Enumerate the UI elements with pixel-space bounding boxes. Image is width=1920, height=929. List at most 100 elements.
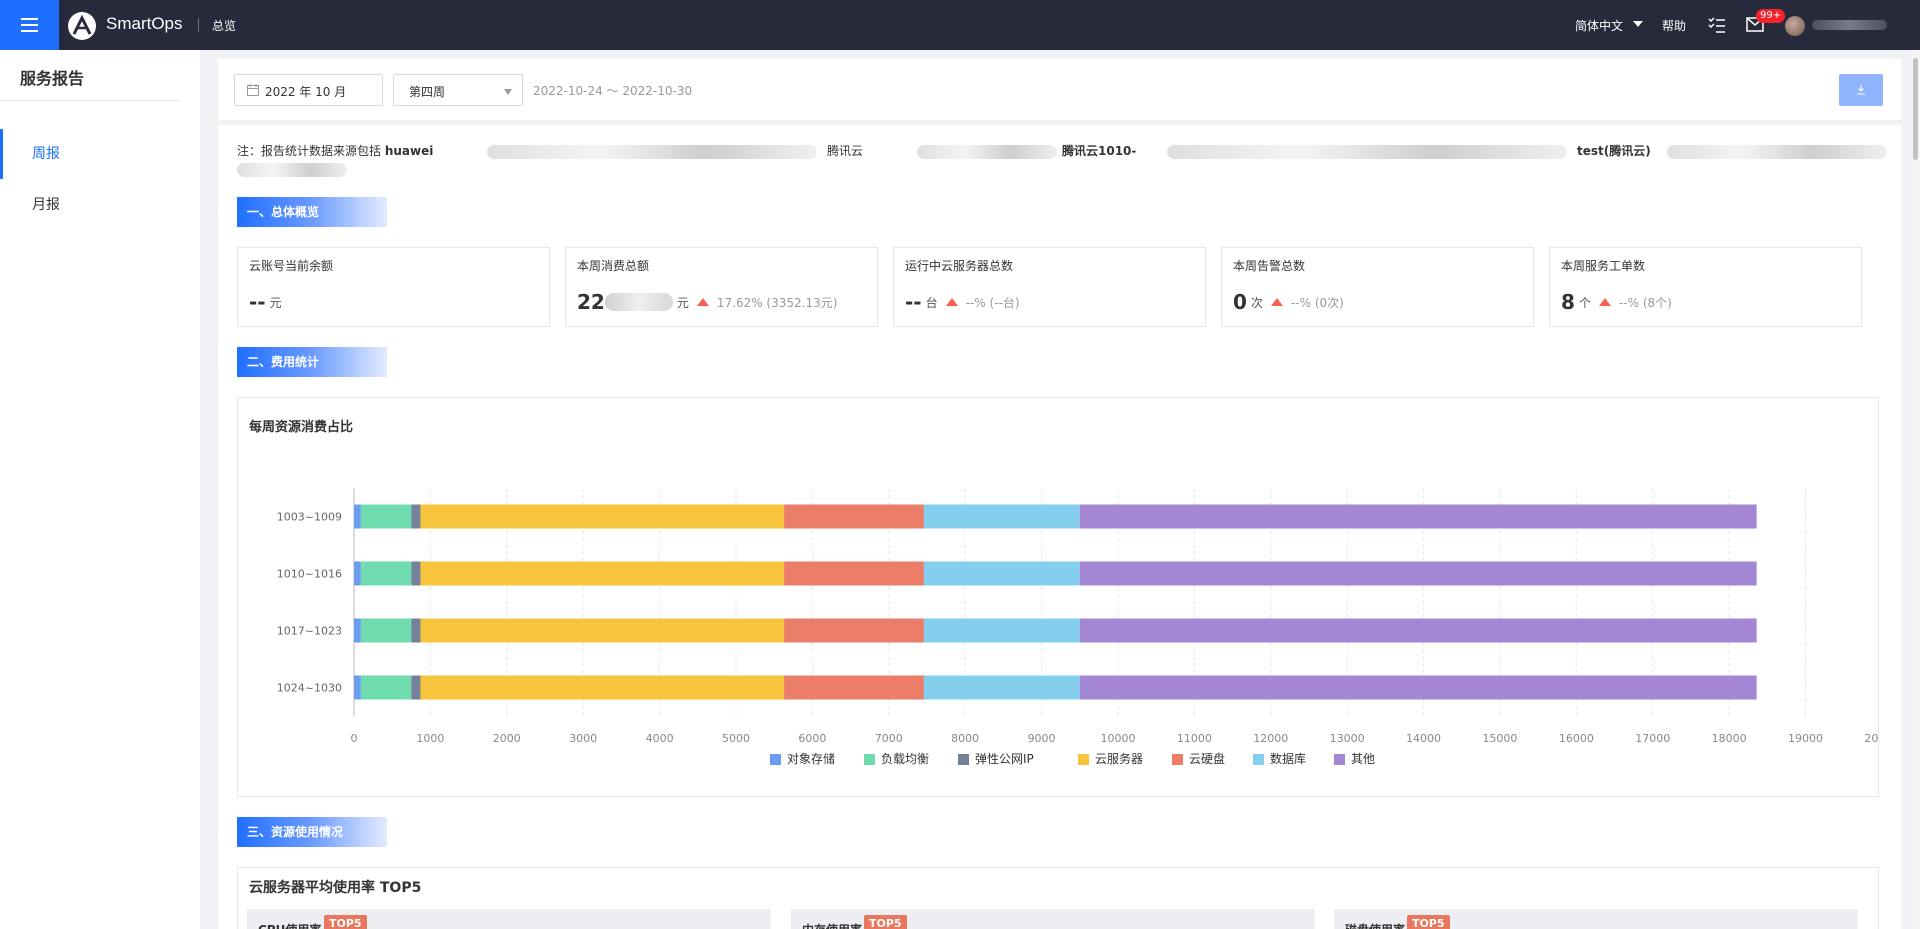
trend-up-icon [696, 298, 709, 306]
x-tick-label: 15000 [1482, 732, 1517, 745]
usage-title: 云服务器平均使用率 TOP5 [249, 880, 422, 896]
legend-swatch [1078, 754, 1089, 765]
usage-panel-label: CPU使用率 [258, 921, 321, 929]
stat-unit: 台 [925, 295, 938, 310]
legend-swatch [1172, 754, 1183, 765]
chart-card-weekly-spend: 每周资源消费占比 0 1000 2000 3000 4000 5000 6000 7000 80… [237, 397, 1879, 797]
usage-card: 云服务器平均使用率 TOP5 CPU使用率 TOP5 内存使用率 TOP5 磁盘… [237, 867, 1879, 929]
redacted-text [917, 145, 1057, 159]
hamburger-icon-line [21, 18, 38, 20]
legend-swatch [1334, 754, 1345, 765]
section-heading-usage: 三、资源使用情况 [237, 817, 387, 847]
username-redacted[interactable] [1812, 20, 1887, 30]
note-fragment: test(腾讯云) [1577, 144, 1651, 158]
stat-value: -- [905, 290, 922, 314]
bar-segment [784, 561, 924, 586]
usage-panel-memory: 内存使用率 TOP5 [791, 909, 1315, 929]
x-tick-label: 8000 [951, 732, 979, 745]
bar-segment [411, 504, 421, 529]
caret-down-icon[interactable] [1633, 21, 1643, 27]
caret-down-icon [504, 89, 512, 95]
bar-segment [1079, 618, 1757, 643]
stat-unit: 次 [1250, 295, 1263, 310]
scrollbar-thumb[interactable] [1913, 58, 1918, 160]
stat-card-alerts: 本周告警总数 0 次 --% (0次) [1221, 247, 1534, 327]
x-tick-label: 10000 [1100, 732, 1135, 745]
usage-panel-disk: 磁盘使用率 TOP5 [1334, 909, 1858, 929]
month-picker[interactable]: 2022 年 10 月 [234, 74, 383, 106]
redacted-value [604, 293, 673, 311]
x-tick-label: 1000 [416, 732, 444, 745]
stat-change: --% (--台) [965, 295, 1020, 310]
bar-segment [360, 618, 412, 643]
stat-unit: 个 [1578, 295, 1591, 310]
language-selector[interactable]: 简体中文 [1575, 19, 1624, 33]
legend-label: 对象存储 [787, 751, 835, 766]
bar-segment [1079, 561, 1757, 586]
bar-segment [354, 561, 361, 586]
x-tick-label: 12000 [1253, 732, 1288, 745]
legend-swatch [1253, 754, 1264, 765]
bar-segment [354, 504, 361, 529]
bar-segment [411, 618, 421, 643]
y-tick-label: 1017~1023 [277, 625, 342, 638]
section-heading-cost: 二、费用统计 [237, 347, 387, 377]
legend-label: 云硬盘 [1189, 751, 1225, 766]
stat-label: 本周告警总数 [1233, 259, 1306, 273]
x-tick-label: 16000 [1559, 732, 1594, 745]
avatar[interactable] [1785, 16, 1805, 36]
bar-segment [360, 561, 412, 586]
usage-panel-label: 磁盘使用率 [1345, 921, 1405, 929]
stat-card-weekly-spend: 本周消费总额 22 元 17.62% (3352.13元) [565, 247, 878, 327]
help-link[interactable]: 帮助 [1662, 19, 1687, 33]
x-tick-label: 7000 [875, 732, 903, 745]
brand-name[interactable]: SmartOps [106, 14, 183, 33]
y-tick-label: 1010~1016 [277, 568, 342, 581]
x-tick-label: 5000 [722, 732, 750, 745]
x-tick-label: 4000 [646, 732, 674, 745]
stacked-bar-chart: 0 1000 2000 3000 4000 5000 6000 7000 8000 9000 100… [277, 488, 1878, 766]
vertical-scrollbar[interactable] [1911, 50, 1920, 929]
bar-segment [420, 504, 785, 529]
week-select-value: 第四周 [409, 85, 446, 99]
note-fragment: huawei [384, 144, 434, 158]
sidebar-title: 服务报告 [20, 69, 85, 88]
bar-segment [420, 618, 785, 643]
x-tick-label: 19000 [1788, 732, 1823, 745]
divider [0, 100, 180, 101]
stat-label: 本周消费总额 [577, 259, 650, 273]
bar-segment [784, 504, 924, 529]
calendar-icon [247, 84, 259, 96]
bar-segment [1079, 504, 1757, 529]
stat-label: 本周服务工单数 [1561, 259, 1646, 273]
bar-segment [360, 504, 412, 529]
smartops-logo-icon[interactable] [68, 12, 96, 40]
week-select[interactable]: 第四周 [393, 74, 523, 106]
stat-value: 22 [577, 290, 605, 314]
bar-segment [784, 618, 924, 643]
hamburger-icon-line [21, 30, 38, 32]
x-tick-label: 14000 [1406, 732, 1441, 745]
top5-tag: TOP5 [864, 915, 907, 929]
notification-badge[interactable]: 99+ [1756, 9, 1786, 23]
filter-bar: 2022 年 10 月 第四周 2022-10-24 ～ 2022-10-30 [218, 59, 1901, 120]
task-list-icon[interactable] [1708, 16, 1726, 38]
nav-overview-link[interactable]: 总览 [212, 19, 237, 33]
trend-up-icon [945, 298, 958, 306]
sidebar-item-weekly[interactable]: 周报 [0, 129, 200, 179]
x-tick-label: 11000 [1177, 732, 1212, 745]
note-fragment: 腾讯云1010- [1062, 144, 1137, 158]
bar-segment [354, 675, 361, 700]
chart-title: 每周资源消费占比 [249, 420, 354, 435]
menu-toggle-button[interactable] [0, 0, 59, 50]
x-tick-label: 9000 [1028, 732, 1056, 745]
redacted-text [1167, 145, 1567, 159]
x-tick-label: 0 [351, 732, 358, 745]
stat-unit: 元 [676, 295, 689, 310]
stat-value: 8 [1561, 290, 1575, 314]
bar-segment [360, 675, 412, 700]
download-button[interactable] [1839, 74, 1883, 106]
x-tick-label: 3000 [569, 732, 597, 745]
sidebar-item-monthly[interactable]: 月报 [32, 197, 60, 213]
redacted-text [237, 163, 347, 177]
